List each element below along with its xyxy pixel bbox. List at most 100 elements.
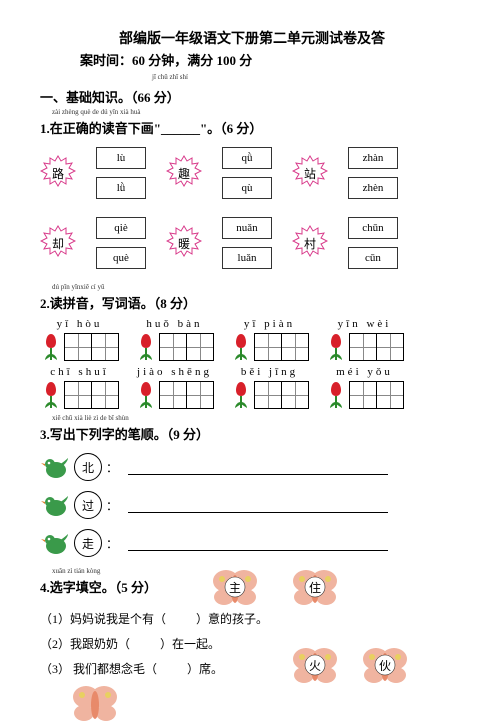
q3-row-a: 北 ：	[40, 453, 464, 481]
page-title: 部编版一年级语文下册第二单元测试卷及答	[40, 28, 464, 48]
writeline	[128, 536, 388, 551]
tzg	[349, 381, 377, 409]
tzg	[159, 381, 187, 409]
char-cun: 村	[304, 235, 316, 252]
writeline	[128, 498, 388, 513]
tzg	[349, 333, 377, 361]
subtitle-prefix: 案时间：	[80, 53, 132, 68]
char-qu: 趣	[178, 165, 190, 182]
star-cun: 村	[292, 225, 328, 261]
q4-l2b: ）在一起。	[160, 637, 220, 651]
box-lu1: lù	[96, 147, 146, 169]
star-nuan: 暖	[166, 225, 202, 261]
box-que: què	[96, 247, 146, 269]
tzg	[92, 381, 119, 409]
tzg	[254, 333, 282, 361]
writeline	[128, 460, 388, 475]
box-qu2: qù	[222, 177, 272, 199]
box-cun: cūn	[348, 247, 398, 269]
q1-ruby: zài zhèng què de dú yīn xià huà	[52, 108, 464, 116]
q3-row-b: 过 ：	[40, 491, 464, 519]
q2-row2: chī shuǐ jiào shēng běi jīng méi yǒu	[40, 366, 464, 410]
q2-p6: jiào shēng	[137, 366, 212, 378]
star-lu: 路	[40, 155, 76, 191]
box-nuan: nuǎn	[222, 217, 272, 239]
tzg	[187, 381, 214, 409]
flower-icon	[325, 332, 347, 362]
tzg	[64, 381, 92, 409]
box-chun: chūn	[348, 217, 398, 239]
q4-line1: （1）妈妈说我是个有（ ）意的孩子。	[40, 610, 464, 627]
q2-row1: yǐ hòu huǒ bàn yī piàn yīn wèi	[40, 318, 464, 362]
tzg	[377, 333, 404, 361]
q3-char-c: 走	[74, 529, 102, 557]
q2-p5: chī shuǐ	[50, 366, 109, 378]
tzg	[282, 333, 309, 361]
box-lu2: lǜ	[96, 177, 146, 199]
q4-label: 4.选字填空。（5 分）	[40, 577, 157, 596]
tzg	[254, 381, 282, 409]
q2-ruby: dú pīn yīnxiě cí yǔ	[52, 283, 464, 291]
flower-icon	[40, 380, 62, 410]
subtitle-duration: 60 分钟，	[132, 53, 187, 68]
tzg	[92, 333, 119, 361]
box-zhan1: zhàn	[348, 147, 398, 169]
q3-char-b: 过	[74, 491, 102, 519]
q2-label: 2.读拼音，写词语。（8 分）	[40, 293, 464, 312]
char-que: 却	[52, 235, 64, 252]
char-lu: 路	[52, 165, 64, 182]
q4-area: 4.选字填空。（5 分） 主 住 （1）妈妈说我是个有（）意的孩子。 （2）我跟…	[40, 573, 464, 677]
tzg	[159, 333, 187, 361]
bubble-c: 火	[309, 657, 321, 674]
star-qu: 趣	[166, 155, 202, 191]
flower-icon	[230, 332, 252, 362]
q1-row1: 路 lù lǜ 趣 qǜ qù 站 zhàn zhèn	[40, 143, 464, 203]
bubble-a: 主	[229, 579, 241, 596]
bird-icon	[40, 492, 70, 518]
bird-icon	[40, 454, 70, 480]
flower-icon	[325, 380, 347, 410]
bubble-b: 住	[309, 579, 321, 596]
box-qie: qiè	[96, 217, 146, 239]
star-zhan: 站	[292, 155, 328, 191]
section1-head: 一、基础知识。（66 分）	[40, 87, 464, 106]
tzg	[64, 333, 92, 361]
q3-ruby: xiě chū xià liè zì de bǐ shùn	[52, 414, 464, 422]
colon: ：	[106, 535, 118, 552]
q3-label: 3.写出下列字的笔顺。（9 分）	[40, 424, 464, 443]
butterfly-a: 主	[210, 567, 260, 607]
q3-row-c: 走 ：	[40, 529, 464, 557]
butterfly-d: 伙	[360, 645, 410, 685]
subtitle-fullmark: 满分 100 分	[187, 53, 252, 68]
char-zhan: 站	[304, 165, 316, 182]
q1-row2: 却 qiè què 暖 nuǎn luǎn 村 chūn cūn	[40, 213, 464, 273]
tzg	[187, 333, 214, 361]
butterfly-decor	[70, 683, 120, 723]
colon: ：	[106, 497, 118, 514]
q4-l1a: （1）妈妈说我是个有（	[40, 612, 166, 626]
butterfly-b: 住	[290, 567, 340, 607]
q2-p1: yǐ hòu	[57, 318, 103, 330]
butterfly-c: 火	[290, 645, 340, 685]
bubble-d: 伙	[379, 657, 391, 674]
q1-label: 1.在正确的读音下画"______"。（6 分）	[40, 118, 464, 137]
star-que: 却	[40, 225, 76, 261]
box-qu1: qǜ	[222, 147, 272, 169]
flower-icon	[40, 332, 62, 362]
tzg	[377, 381, 404, 409]
bird-icon	[40, 530, 70, 556]
q4-l3b: ）席。	[187, 662, 223, 676]
q2-p3: yī piàn	[244, 318, 295, 330]
q4-l1b: ）意的孩子。	[196, 612, 268, 626]
box-luan: luǎn	[222, 247, 272, 269]
q2-p7: běi jīng	[241, 366, 298, 378]
char-nuan: 暖	[178, 235, 190, 252]
box-zhan2: zhèn	[348, 177, 398, 199]
subtitle-ruby: jī chǔ zhī shí	[152, 73, 464, 81]
q2-p2: huǒ bàn	[146, 318, 202, 330]
page-subtitle: 案时间：60 分钟，满分 100 分	[80, 50, 464, 69]
q2-p4: yīn wèi	[338, 318, 392, 330]
tzg	[282, 381, 309, 409]
q2-p8: méi yǒu	[336, 366, 393, 378]
flower-icon	[230, 380, 252, 410]
